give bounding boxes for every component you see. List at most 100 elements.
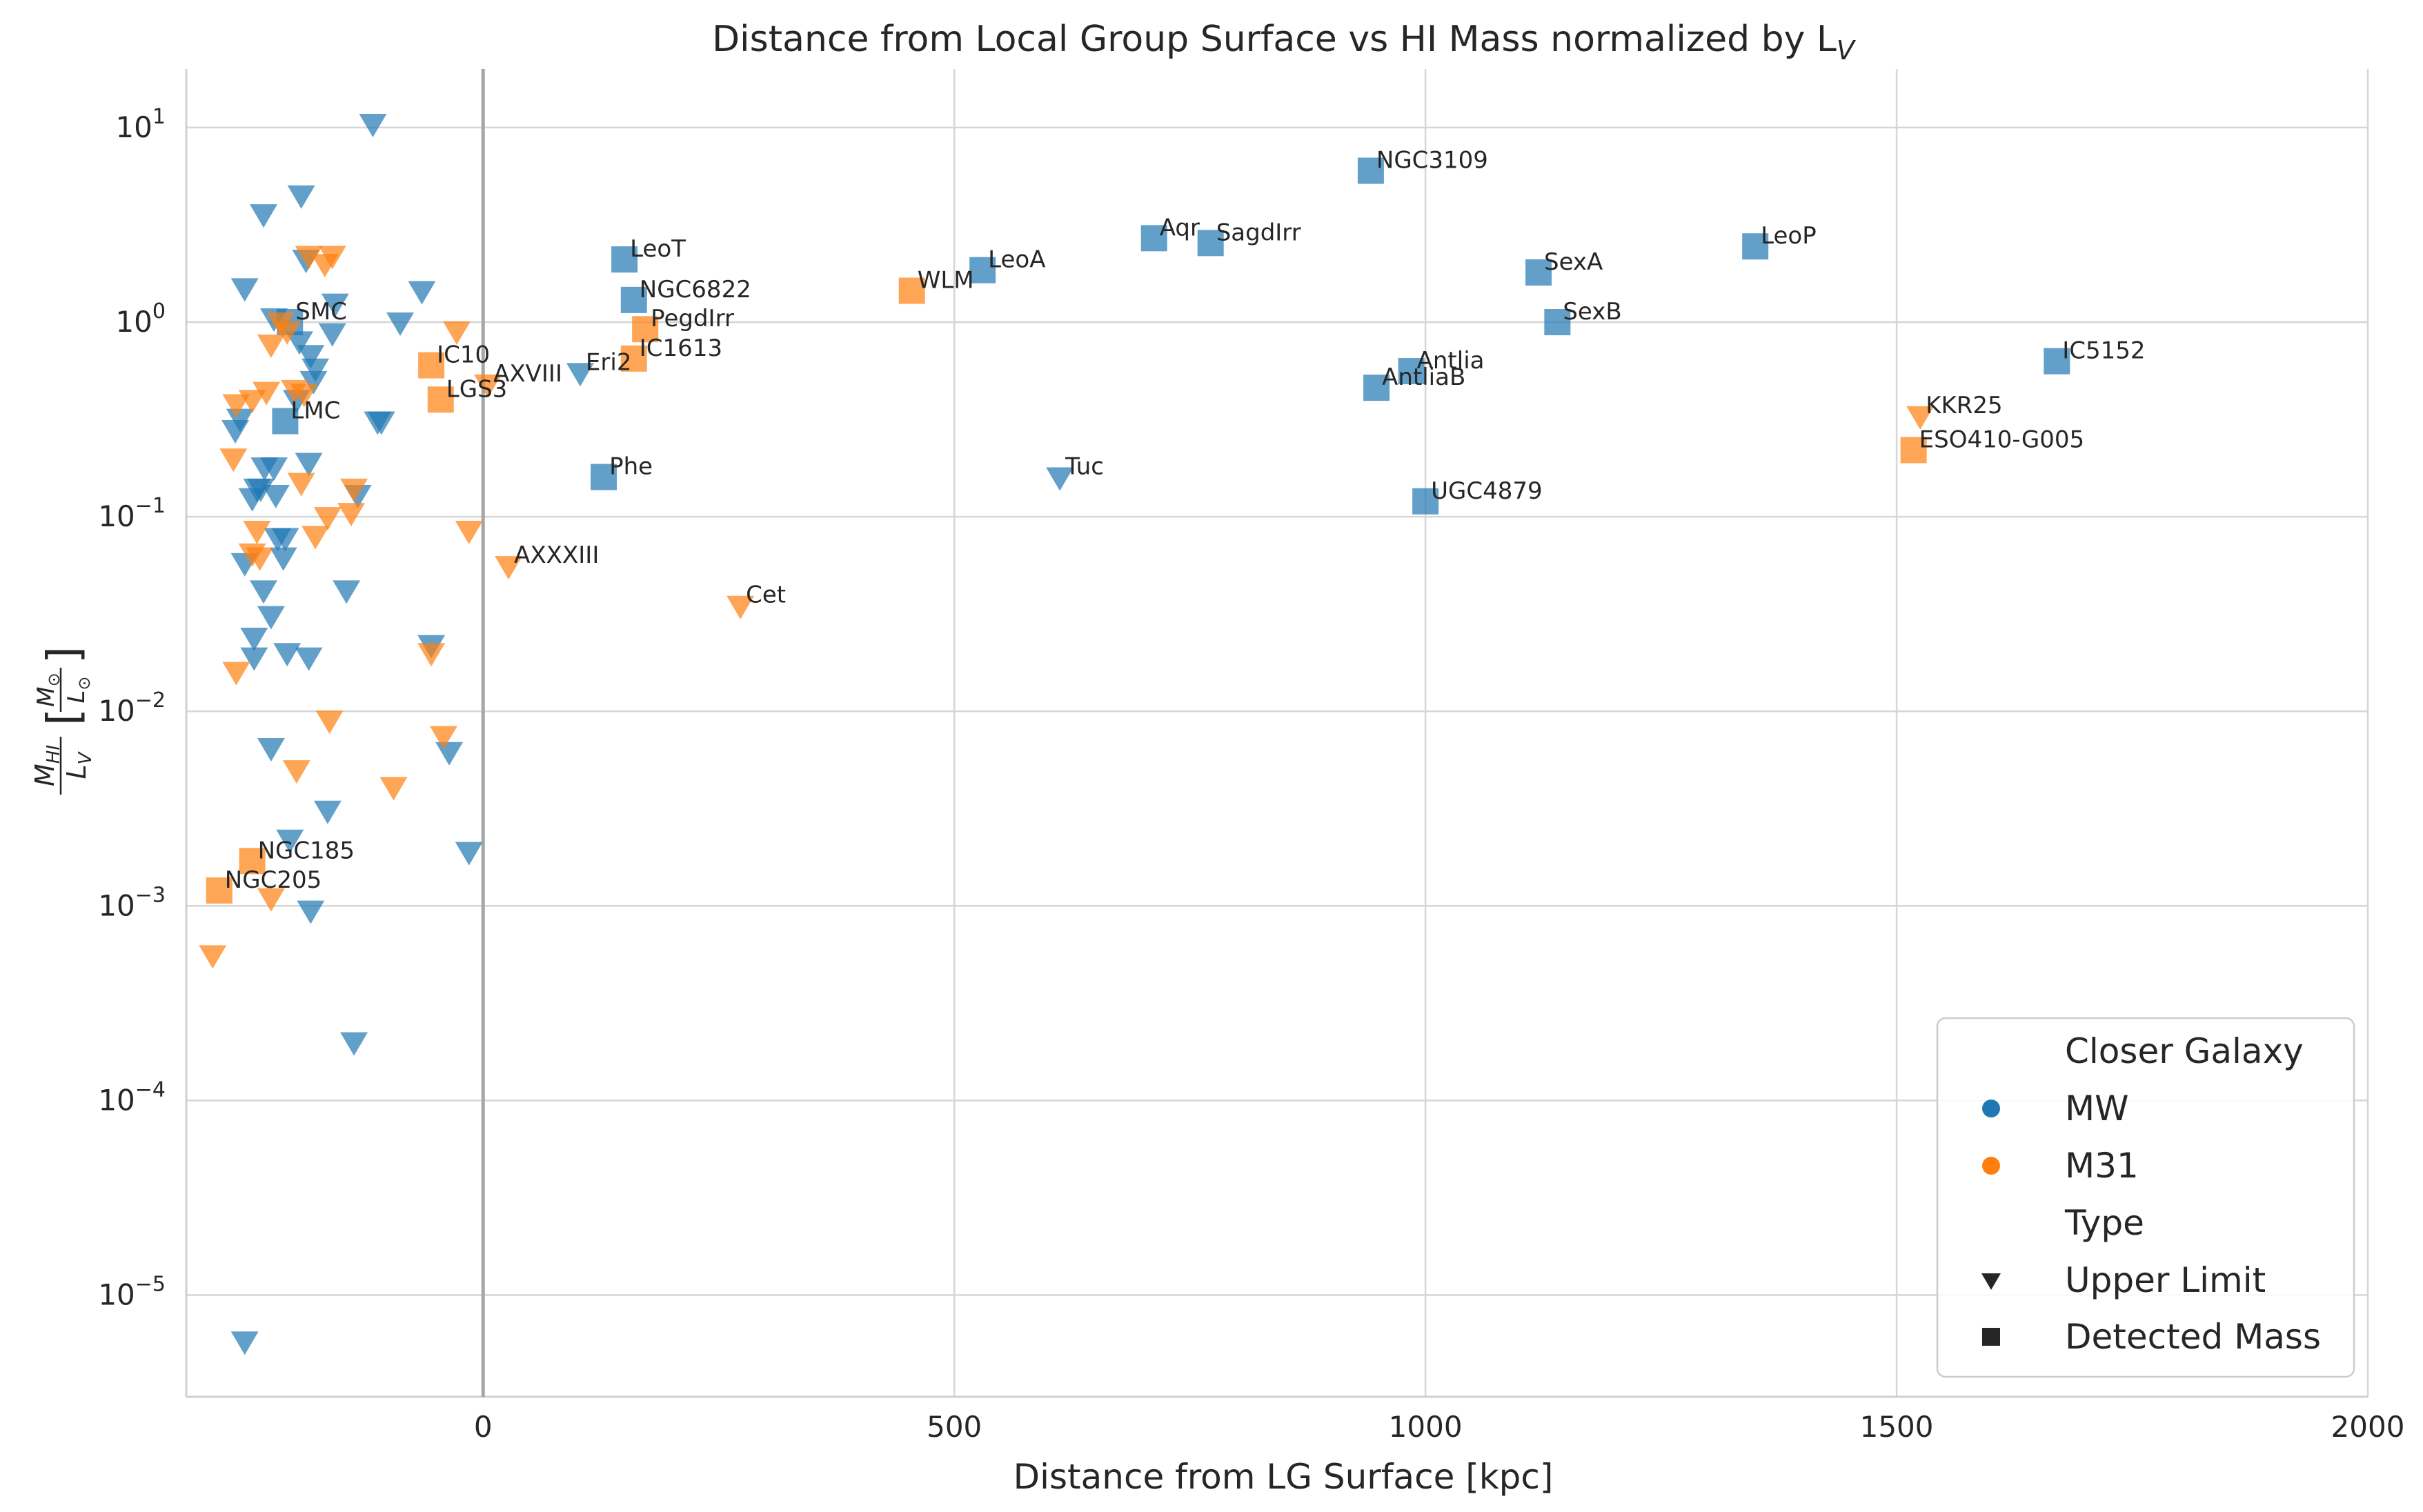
upper-limit-marker xyxy=(271,528,299,552)
upper-limit-marker xyxy=(726,595,755,619)
detected-mass-marker xyxy=(2044,348,2070,375)
upper-limit-marker xyxy=(359,113,387,137)
svg-text:L⊙: L⊙ xyxy=(63,676,94,703)
point-label: NGC6822 xyxy=(640,276,751,304)
axes: 0 500 1000 1500 2000 101 100 10−1 10−2 10−3 10−4 10… xyxy=(98,69,2404,1444)
upper-limit-marker xyxy=(240,627,268,651)
upper-limit-marker xyxy=(287,472,315,497)
upper-limit-marker xyxy=(250,204,278,228)
upper-limit-marker xyxy=(333,580,361,604)
upper-limit-marker xyxy=(219,448,248,472)
detected-mass-marker xyxy=(1398,358,1425,385)
legend-color-swatch xyxy=(1982,1100,2000,1117)
y-tick-label: 10−5 xyxy=(98,1272,166,1311)
upper-limit-marker xyxy=(455,842,483,866)
legend-style-label: Upper Limit xyxy=(2065,1260,2266,1300)
detected-mass-marker xyxy=(1140,225,1167,252)
upper-limit-marker xyxy=(199,945,227,969)
detected-mass-marker xyxy=(1197,230,1224,257)
upper-limit-marker xyxy=(301,358,330,382)
point-label: NGC205 xyxy=(225,866,322,894)
detected-mass-marker xyxy=(1742,233,1769,260)
upper-limit-marker xyxy=(295,246,323,270)
point-label: NGC3109 xyxy=(1376,147,1488,175)
point-label: AXVIII xyxy=(493,360,562,388)
point-label: LMC xyxy=(290,397,340,425)
svg-text:[: [ xyxy=(39,708,90,726)
point-label: UGC4879 xyxy=(1431,477,1543,505)
upper-limit-marker xyxy=(253,381,281,406)
upper-limit-marker xyxy=(321,293,349,317)
upper-limit-marker xyxy=(435,742,464,766)
upper-limit-marker xyxy=(230,278,259,302)
upper-limit-marker xyxy=(408,281,436,305)
upper-limit-marker xyxy=(221,419,250,444)
y-tick-label: 10−2 xyxy=(98,688,166,728)
upper-limit-marker xyxy=(230,1331,259,1355)
upper-limit-marker xyxy=(299,370,328,395)
svg-text:LV: LV xyxy=(61,750,96,779)
point-label: SexA xyxy=(1544,248,1603,276)
upper-limit-marker xyxy=(1906,406,1935,430)
legend-square-marker xyxy=(1982,1328,2000,1346)
detected-mass-marker xyxy=(898,277,925,304)
legend: Closer Galaxy MW M31 Type Upper Limit Detecte… xyxy=(1936,1017,2355,1378)
point-label: Aqr xyxy=(1160,214,1200,241)
upper-limit-marker xyxy=(273,321,301,345)
detected-mass-marker xyxy=(620,345,647,372)
upper-limit-marker xyxy=(417,643,446,667)
upper-limit-marker xyxy=(238,390,266,414)
y-tick-label: 101 xyxy=(115,105,166,144)
detected-mass-marker xyxy=(969,257,996,284)
upper-limit-marker xyxy=(238,488,266,512)
grid xyxy=(186,69,2369,1397)
upper-limit-marker xyxy=(297,345,325,369)
upper-limit-marker xyxy=(250,580,278,604)
point-label: ESO410-G005 xyxy=(1919,426,2084,454)
upper-limit-marker xyxy=(1046,467,1074,491)
detected-mass-marker xyxy=(1363,375,1390,401)
detected-mass-marker xyxy=(418,352,445,379)
point-label: KKR25 xyxy=(1926,392,2002,419)
point-label: IC1613 xyxy=(640,335,722,362)
detected-mass-marker xyxy=(272,408,299,435)
upper-limit-marker xyxy=(240,647,268,671)
detected-mass-marker xyxy=(632,316,659,343)
upper-limit-marker xyxy=(243,521,271,545)
y-tick-label: 10−4 xyxy=(98,1077,166,1117)
upper-limit-marker xyxy=(566,363,594,387)
svg-text:M⊙: M⊙ xyxy=(32,673,63,706)
upper-limit-marker xyxy=(386,312,415,337)
upper-limit-marker xyxy=(276,829,304,853)
detected-mass-marker xyxy=(1544,309,1571,336)
legend-hue-label: MW xyxy=(2065,1088,2129,1128)
point-label: LeoT xyxy=(630,235,686,263)
upper-limit-marker xyxy=(313,800,342,824)
point-label: AntliaB xyxy=(1382,364,1465,391)
y-tick-label: 10−1 xyxy=(98,494,166,533)
upper-limit-marker xyxy=(222,662,250,686)
upper-limit-marker xyxy=(290,384,318,408)
detected-mass-marker xyxy=(1900,437,1927,464)
x-tick-label: 0 xyxy=(474,1410,493,1444)
legend-style-label: Detected Mass xyxy=(2065,1317,2321,1357)
upper-limit-marker xyxy=(337,503,366,527)
point-label: SexB xyxy=(1563,298,1621,326)
svg-text:MHI: MHI xyxy=(30,745,64,786)
point-labels: LeoT NGC6822 Phe LeoA Aqr SagdIrr NGC3109 Antli… xyxy=(225,147,2146,894)
detected-mass-marker xyxy=(1412,488,1439,515)
legend-hue-title: Closer Galaxy xyxy=(2065,1031,2304,1071)
upper-limit-marker xyxy=(474,374,502,398)
upper-limit-marker xyxy=(222,394,250,418)
upper-limit-marker xyxy=(260,457,288,481)
upper-limit-marker xyxy=(340,478,368,502)
legend-triangle-marker xyxy=(1981,1273,2001,1290)
y-axis-label: MHI LV [ M⊙ L⊙ ] xyxy=(30,646,96,795)
x-tick-label: 1500 xyxy=(1860,1410,1934,1444)
upper-limit-marker xyxy=(257,335,285,359)
detected-mass-marker xyxy=(620,286,647,313)
upper-limit-marker xyxy=(495,556,523,580)
upper-limit-marker xyxy=(257,737,285,762)
upper-limit-marker xyxy=(295,647,323,671)
